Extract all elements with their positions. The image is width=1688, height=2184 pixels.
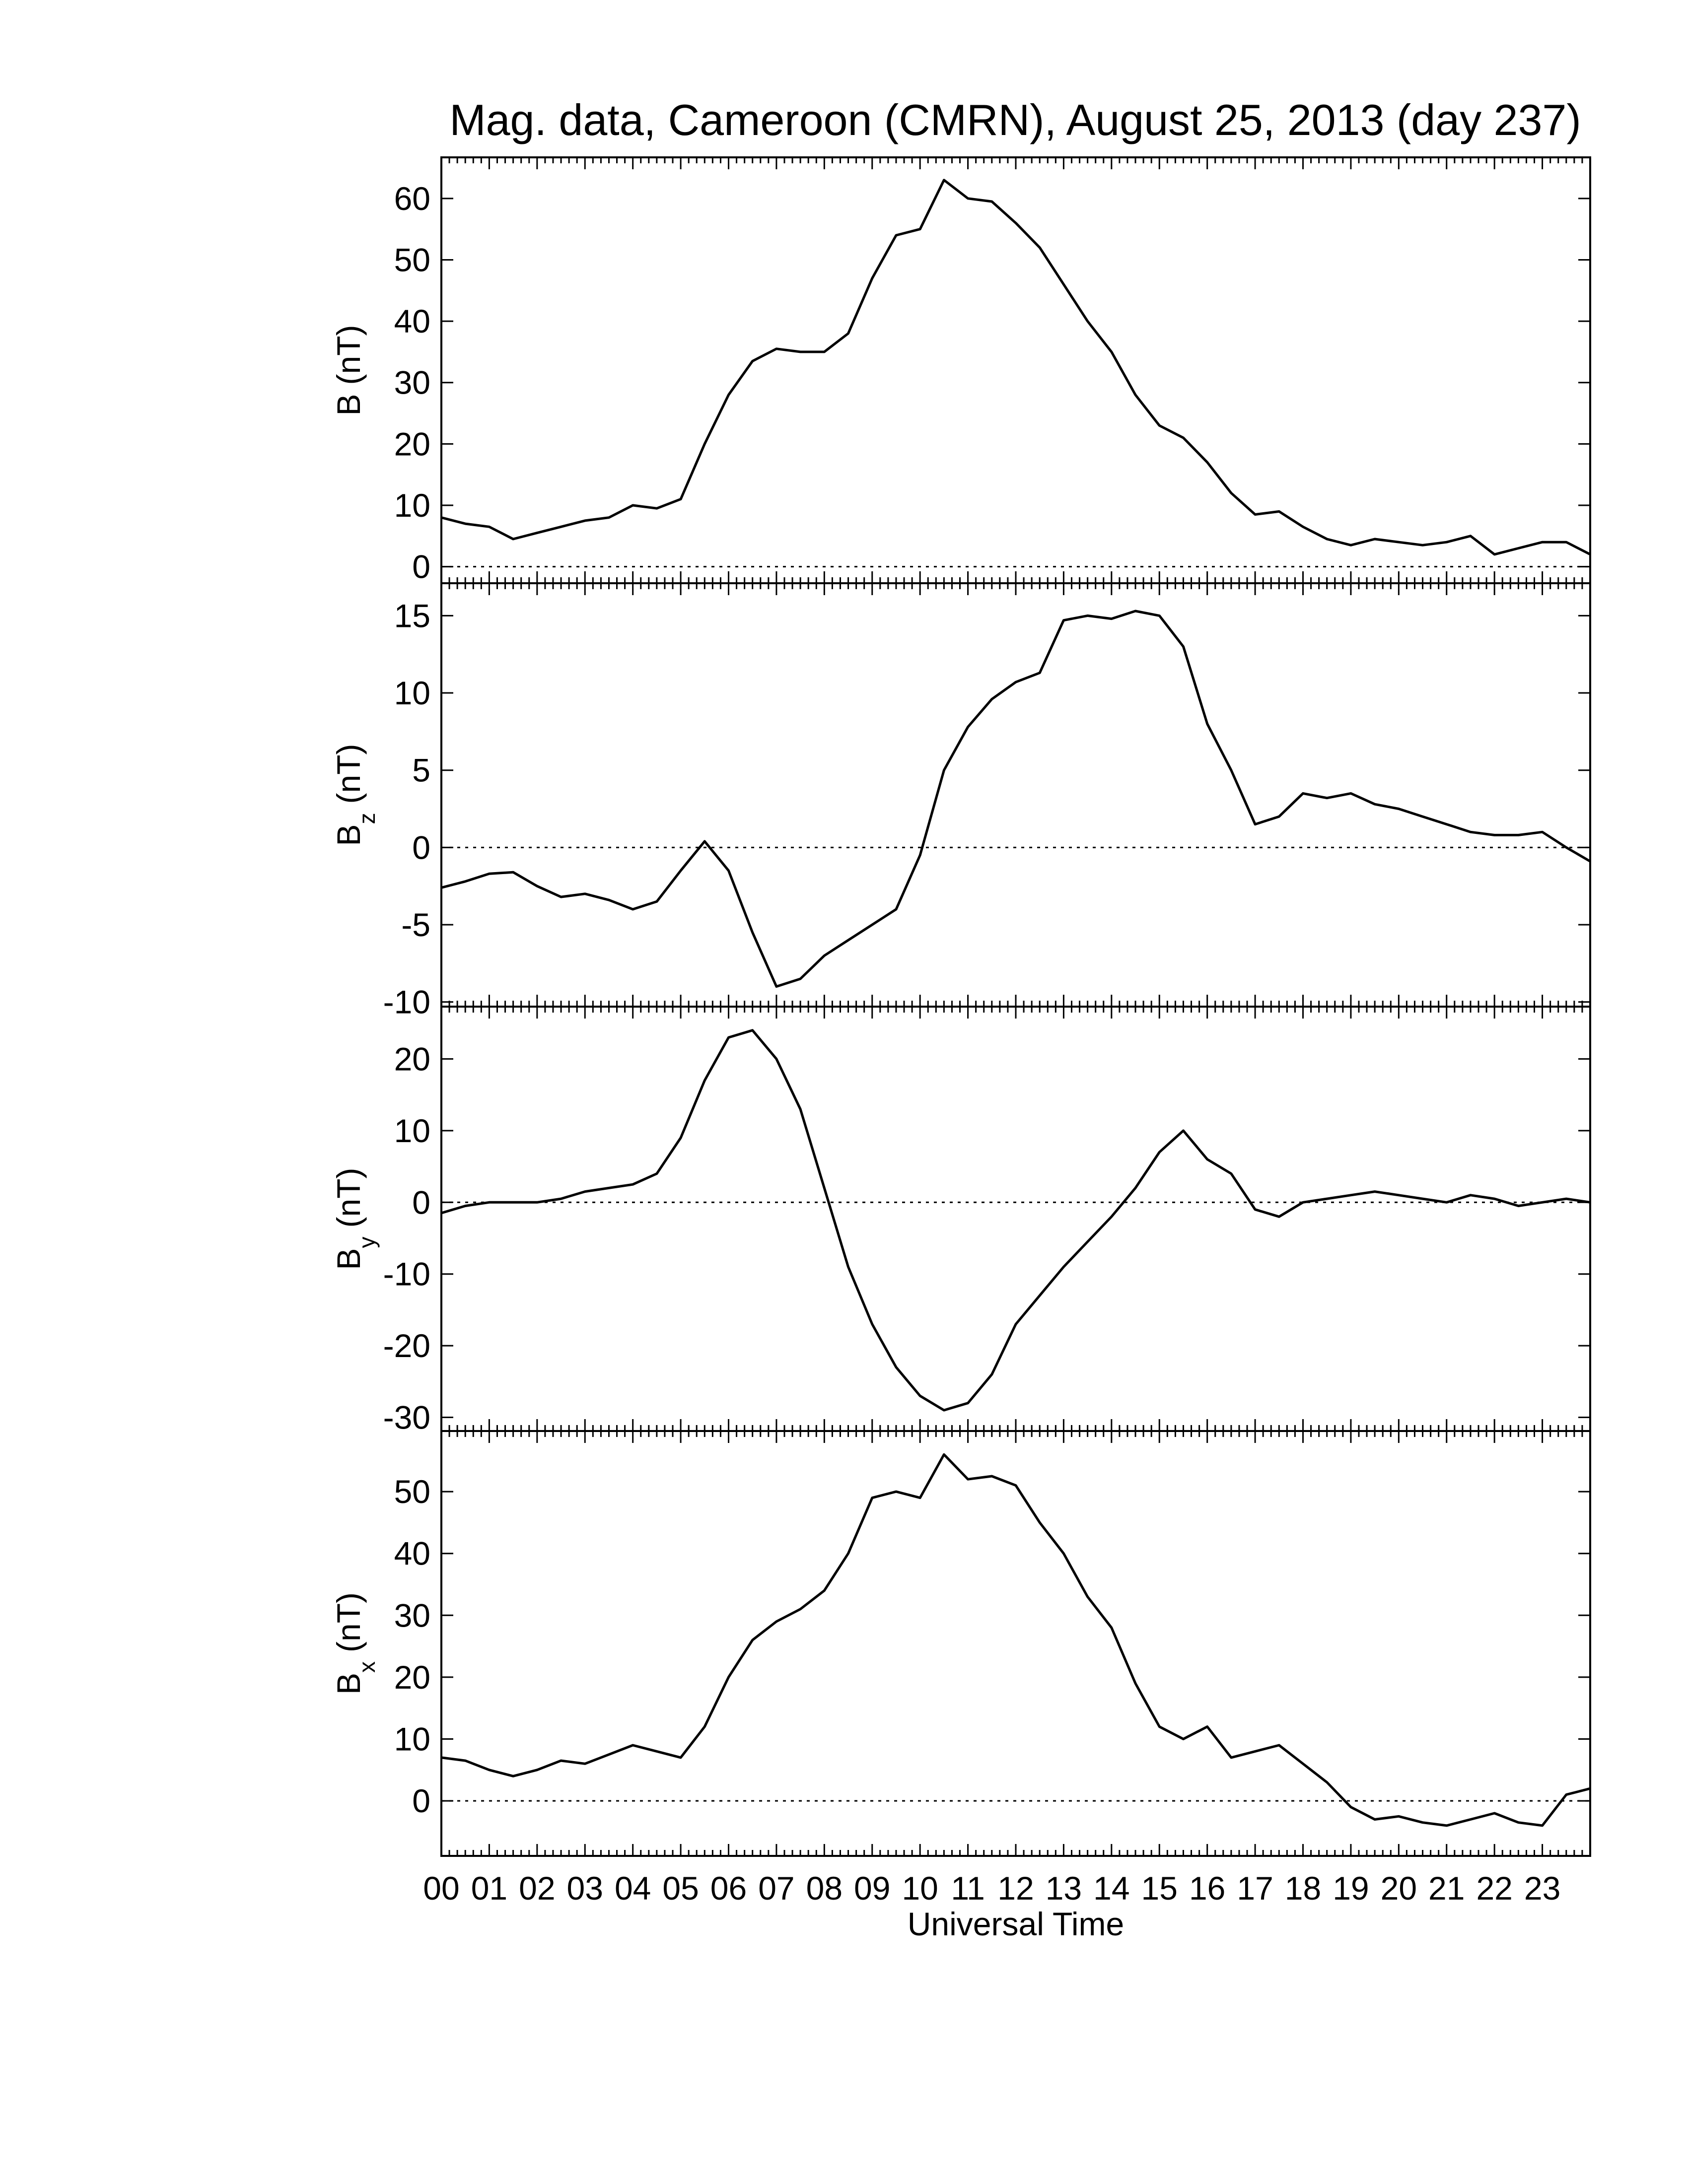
- y-tick-label: 50: [394, 1473, 430, 1510]
- y-tick-label: 0: [412, 829, 430, 866]
- y-label-symbol: B: [330, 394, 367, 415]
- y-tick-label: 0: [412, 548, 430, 585]
- y-tick-label: 40: [394, 303, 430, 340]
- y-tick-label: 30: [394, 364, 430, 401]
- data-line: [441, 1453, 1591, 1827]
- y-tick-label: 20: [394, 1040, 430, 1077]
- x-tick-label: 18: [1285, 1870, 1321, 1907]
- x-tick-label: 01: [471, 1870, 507, 1907]
- y-tick-label: 20: [394, 425, 430, 462]
- y-label-symbol: B: [330, 824, 367, 846]
- x-tick-label: 16: [1189, 1870, 1225, 1907]
- x-tick-label: 06: [710, 1870, 747, 1907]
- x-tick-label: 04: [615, 1870, 651, 1907]
- chart-title: Mag. data, Cameroon (CMRN), August 25, 2…: [449, 95, 1581, 144]
- x-tick-label: 05: [662, 1870, 699, 1907]
- y-axis-label: By (nT): [330, 1167, 380, 1270]
- x-tick-label: 19: [1333, 1870, 1369, 1907]
- y-tick-label: -30: [383, 1399, 430, 1436]
- data-line: [441, 179, 1591, 556]
- y-tick-label: 50: [394, 241, 430, 278]
- x-tick-label: 17: [1237, 1870, 1273, 1907]
- y-tick-label: 5: [412, 752, 430, 789]
- x-tick-label: 20: [1381, 1870, 1417, 1907]
- y-label-unit: (nT): [330, 1592, 367, 1652]
- y-axis-label: Bz (nT): [330, 744, 380, 846]
- y-label-unit: (nT): [330, 744, 367, 804]
- x-tick-label: 00: [423, 1870, 459, 1907]
- x-tick-label: 13: [1046, 1870, 1082, 1907]
- y-label-subscript: y: [354, 1236, 380, 1248]
- y-tick-label: 40: [394, 1535, 430, 1572]
- y-tick-label: -10: [383, 984, 430, 1021]
- data-line: [441, 610, 1591, 988]
- data-line: [441, 1029, 1591, 1412]
- y-axis-label: B (nT): [330, 325, 367, 415]
- y-tick-label: 60: [394, 180, 430, 217]
- y-tick-label: 0: [412, 1184, 430, 1221]
- y-label-subscript: z: [354, 813, 380, 824]
- x-tick-label: 23: [1524, 1870, 1560, 1907]
- x-tick-label: 22: [1476, 1870, 1512, 1907]
- x-tick-label: 15: [1141, 1870, 1178, 1907]
- y-tick-label: 30: [394, 1597, 430, 1634]
- x-axis-label: Universal Time: [908, 1906, 1124, 1942]
- x-tick-label: 09: [854, 1870, 890, 1907]
- x-tick-label: 21: [1428, 1870, 1465, 1907]
- x-tick-label: 07: [758, 1870, 794, 1907]
- y-label-symbol: B: [330, 1248, 367, 1270]
- x-tick-label: 10: [902, 1870, 938, 1907]
- x-tick-label: 11: [951, 1870, 985, 1907]
- x-tick-label: 02: [519, 1870, 555, 1907]
- y-tick-label: -10: [383, 1256, 430, 1293]
- y-tick-label: 10: [394, 487, 430, 524]
- x-tick-label: 12: [997, 1870, 1034, 1907]
- y-label-subscript: x: [354, 1661, 380, 1673]
- y-tick-label: 20: [394, 1659, 430, 1696]
- y-tick-label: -20: [383, 1327, 430, 1364]
- y-tick-label: -5: [401, 906, 430, 943]
- x-tick-label: 08: [806, 1870, 843, 1907]
- y-tick-label: 10: [394, 675, 430, 711]
- y-axis-label: Bx (nT): [330, 1592, 380, 1695]
- x-tick-label: 03: [567, 1870, 603, 1907]
- y-label-unit: (nT): [330, 325, 367, 385]
- y-label-symbol: B: [330, 1673, 367, 1695]
- y-label-unit: (nT): [330, 1167, 367, 1228]
- y-tick-label: 10: [394, 1112, 430, 1149]
- y-tick-label: 0: [412, 1782, 430, 1819]
- y-tick-label: 10: [394, 1721, 430, 1758]
- x-tick-label: 14: [1093, 1870, 1129, 1907]
- y-tick-label: 15: [394, 597, 430, 634]
